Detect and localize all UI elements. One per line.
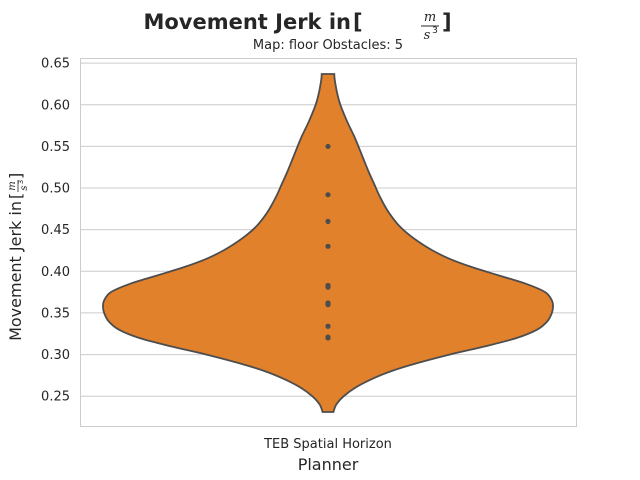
data-point [325, 243, 331, 249]
chart-title-bracket-open: [ [353, 10, 363, 34]
y-axis-label-unit-numerator: m [7, 181, 18, 190]
y-axis-label-text: Movement Jerk in [6, 201, 25, 341]
chart-title-unit-denominator: s [424, 28, 431, 43]
y-tick-label: 0.25 [41, 390, 70, 405]
chart-title-unit-exponent: 3 [432, 26, 438, 36]
y-axis-label-bracket-close: ] [6, 173, 25, 179]
chart-title: Movement Jerk in [ m s 3 ] [143, 10, 451, 43]
y-axis-label-unit-denominator: s [19, 185, 30, 190]
y-tick-label: 0.40 [41, 265, 70, 280]
data-point [325, 300, 331, 306]
y-tick-label: 0.50 [41, 182, 70, 197]
chart-title-unit-numerator: m [424, 10, 436, 25]
y-axis-label-unit-exponent: 3 [17, 180, 25, 184]
y-tick-label: 0.55 [41, 140, 70, 155]
y-tick-label: 0.65 [41, 57, 70, 72]
y-tick-labels: 0.25 0.30 0.35 0.40 0.45 0.50 0.55 0.60 0.65 [41, 57, 70, 405]
y-tick-label: 0.30 [41, 348, 70, 363]
data-point [325, 192, 331, 198]
plot-frame [80, 58, 577, 427]
y-tick-label: 0.35 [41, 306, 70, 321]
data-points [325, 143, 331, 341]
violin-body [102, 73, 554, 413]
chart-title-bracket-close: ] [442, 10, 452, 34]
data-point [325, 218, 331, 224]
y-axis-label-bracket-open: [ [6, 193, 25, 199]
y-tick-label: 0.45 [41, 223, 70, 238]
chart-title-text: Movement Jerk in [143, 10, 351, 34]
data-point [325, 323, 331, 329]
x-axis-label: Planner [298, 455, 359, 474]
x-tick-label: TEB Spatial Horizon [263, 437, 392, 452]
y-axis-label: Movement Jerk in [ m s 3 ] [6, 173, 30, 341]
chart-subtitle: Map: floor Obstacles: 5 [253, 38, 403, 53]
y-tick-label: 0.60 [41, 98, 70, 113]
data-point [325, 143, 331, 150]
data-point [325, 334, 331, 340]
data-point [325, 282, 331, 289]
